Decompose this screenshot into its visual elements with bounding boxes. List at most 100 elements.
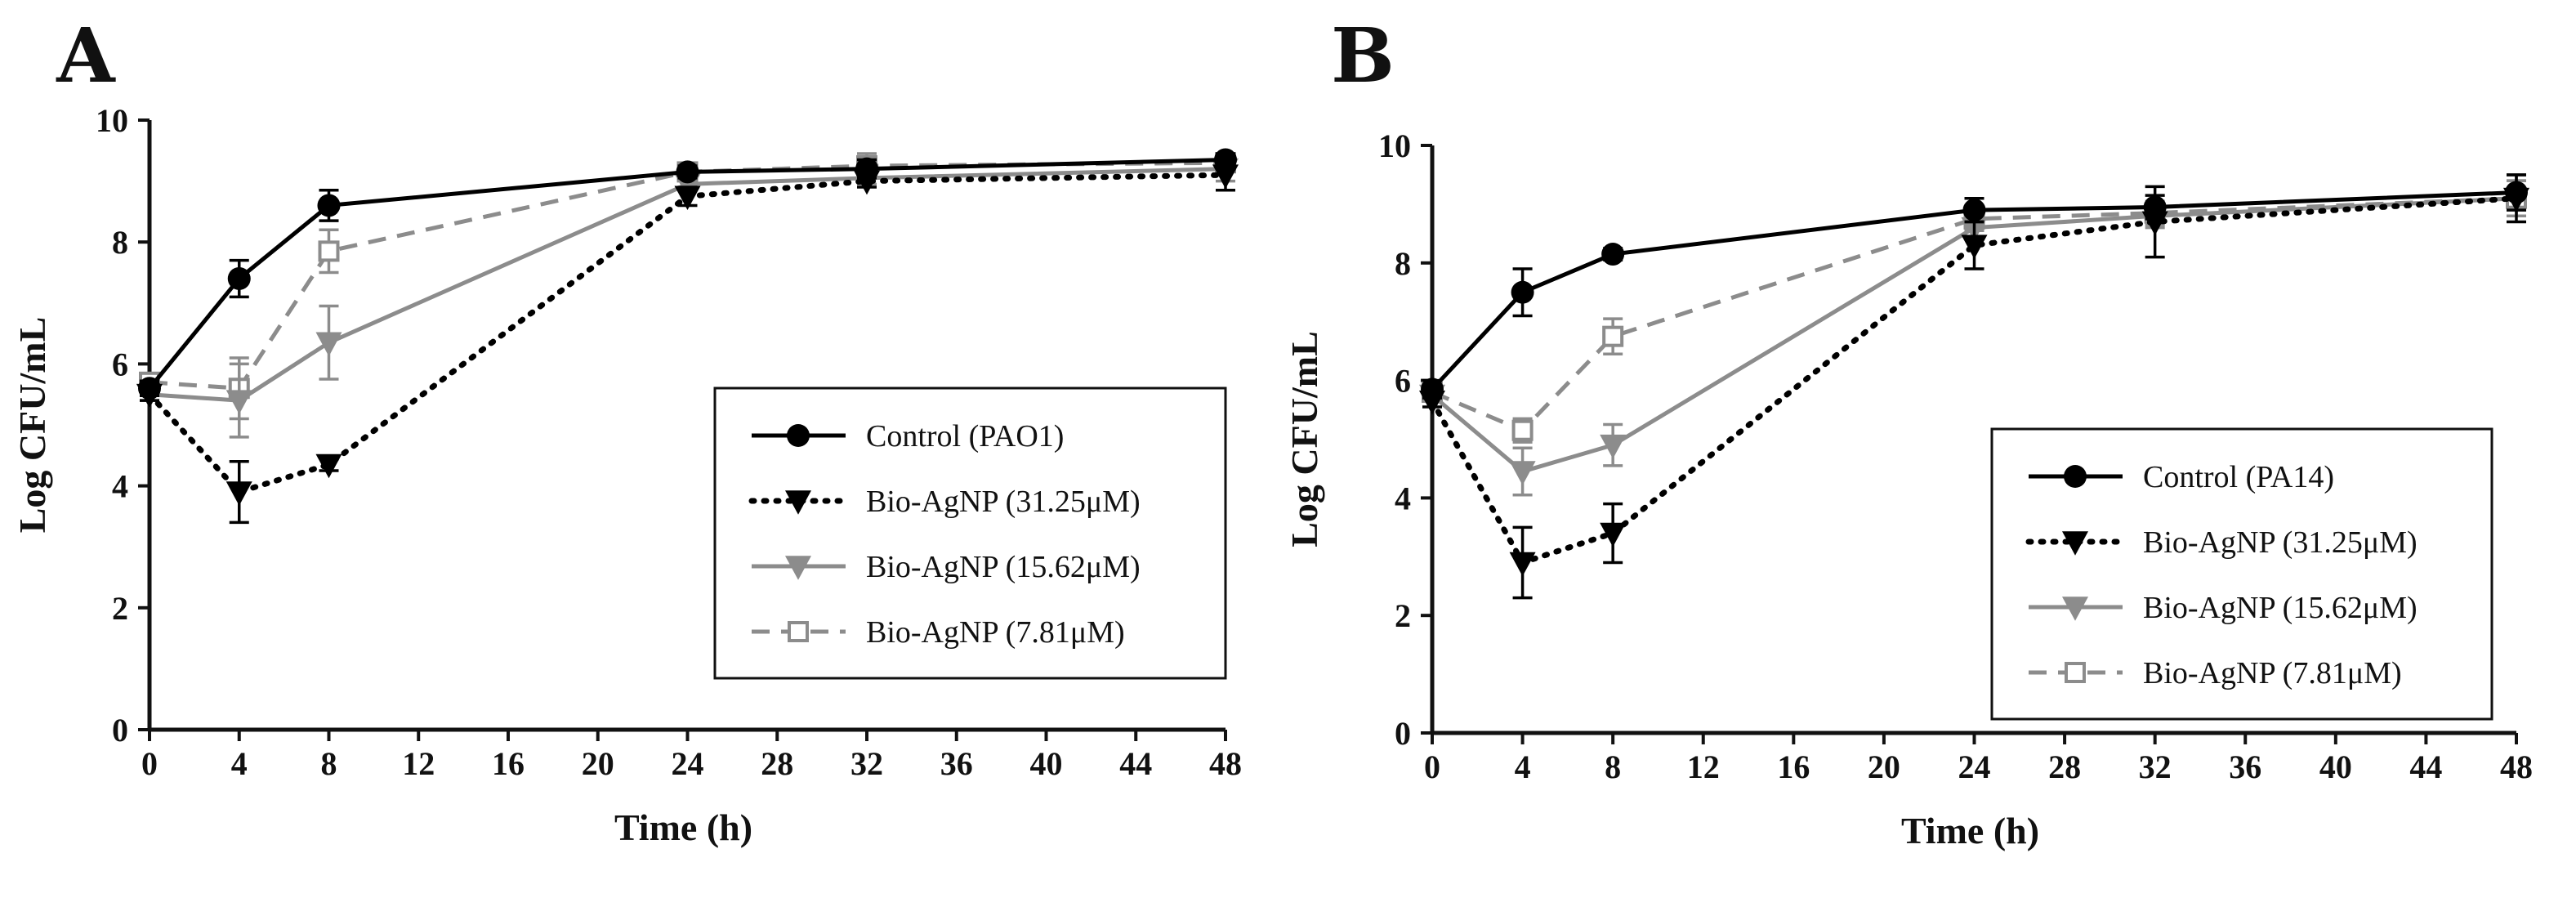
data-point	[315, 454, 342, 479]
data-point	[1961, 235, 1988, 260]
x-tick-label: 20	[582, 745, 614, 782]
data-point	[1511, 419, 1534, 441]
series-0	[138, 148, 1237, 400]
data-point	[2505, 181, 2528, 204]
x-tick-label: 4	[1515, 748, 1531, 785]
x-tick-label: 48	[2500, 748, 2533, 785]
y-axis-title: Log CFU/mL	[11, 317, 53, 534]
x-tick-label: 48	[1209, 745, 1242, 782]
data-point	[674, 185, 701, 211]
panel-letter: A	[56, 11, 116, 100]
x-tick-label: 16	[1777, 748, 1810, 785]
data-point	[2143, 195, 2167, 219]
x-axis-title: Time (h)	[1901, 810, 2039, 851]
series-0	[1421, 173, 2528, 401]
series-line	[1431, 196, 2517, 433]
data-point	[317, 194, 341, 217]
y-tick-label: 8	[112, 224, 128, 261]
y-tick-label: 0	[1395, 715, 1411, 752]
y-tick-label: 10	[1378, 127, 1411, 164]
x-tick-label: 36	[940, 745, 973, 782]
series-line	[1431, 196, 2517, 474]
data-point	[1601, 243, 1625, 266]
data-point	[676, 160, 699, 184]
data-point	[855, 157, 878, 181]
x-tick-label: 0	[1424, 748, 1440, 785]
x-tick-label: 40	[1030, 745, 1063, 782]
data-point	[315, 332, 342, 357]
x-tick-label: 36	[2229, 748, 2261, 785]
x-tick-label: 4	[231, 745, 248, 782]
x-tick-label: 24	[1958, 748, 1991, 785]
legend-marker	[2065, 662, 2086, 683]
legend-marker	[788, 621, 809, 642]
legend: Control (PAO1) Bio-AgNP (31.25μM) Bio-AgNP…	[713, 386, 1227, 680]
x-axis-title: Time (h)	[614, 806, 752, 848]
x-tick-label: 0	[141, 745, 158, 782]
data-point	[1600, 434, 1627, 459]
data-point	[2141, 211, 2168, 236]
legend-label: Control (PAO1)	[866, 419, 1064, 454]
legend-marker	[785, 490, 811, 515]
legend-label: Bio-AgNP (15.62μM)	[866, 550, 1141, 584]
x-tick-label: 28	[2048, 748, 2081, 785]
series-line	[148, 157, 1226, 390]
data-point	[1421, 378, 1444, 401]
y-tick-label: 2	[112, 590, 128, 627]
data-point	[227, 266, 251, 290]
legend-marker	[785, 556, 811, 580]
x-tick-label: 12	[1687, 748, 1720, 785]
x-tick-label: 32	[850, 745, 883, 782]
legend-marker	[787, 424, 810, 447]
legend-marker	[2064, 465, 2087, 488]
x-tick-label: 44	[2409, 748, 2442, 785]
data-point	[225, 390, 252, 414]
legend-label: Bio-AgNP (15.62μM)	[2143, 591, 2418, 625]
x-tick-label: 16	[492, 745, 525, 782]
data-point	[138, 377, 161, 400]
data-point	[225, 481, 252, 506]
y-tick-label: 6	[112, 346, 128, 382]
y-tick-label: 6	[1395, 363, 1411, 400]
data-point	[1600, 522, 1627, 547]
data-point	[1509, 461, 1536, 485]
x-tick-label: 28	[761, 745, 793, 782]
x-tick-label: 8	[1605, 748, 1621, 785]
x-tick-label: 8	[321, 745, 337, 782]
y-axis-title: Log CFU/mL	[1284, 331, 1325, 547]
legend-label: Bio-AgNP (31.25μM)	[2143, 525, 2418, 560]
legend-marker	[2062, 531, 2088, 556]
x-tick-label: 12	[402, 745, 435, 782]
data-point	[1602, 325, 1624, 347]
data-point	[318, 240, 340, 262]
data-point	[1212, 164, 1239, 189]
x-tick-label: 20	[1868, 748, 1900, 785]
legend-label: Bio-AgNP (7.81μM)	[866, 615, 1125, 650]
x-tick-label: 24	[672, 745, 704, 782]
data-point	[1962, 199, 1986, 222]
series-line	[1431, 190, 2517, 391]
series-line	[1429, 195, 2520, 566]
y-tick-label: 8	[1395, 245, 1411, 282]
series-line	[146, 172, 1229, 496]
y-tick-label: 2	[1395, 597, 1411, 634]
y-tick-label: 10	[96, 102, 128, 139]
legend-marker	[2062, 596, 2088, 621]
x-tick-label: 32	[2139, 748, 2172, 785]
data-point	[1214, 148, 1237, 172]
x-tick-label: 40	[2319, 748, 2352, 785]
data-point	[1511, 280, 1534, 304]
y-tick-label: 4	[1395, 480, 1411, 516]
data-point	[1509, 552, 1536, 577]
legend-label: Bio-AgNP (7.81μM)	[2143, 656, 2402, 690]
legend-label: Bio-AgNP (31.25μM)	[866, 485, 1141, 519]
series-line	[149, 167, 1226, 403]
x-tick-label: 44	[1119, 745, 1152, 782]
legend-label: Control (PA14)	[2143, 460, 2334, 494]
panel-letter: B	[1331, 11, 1395, 100]
y-tick-label: 4	[112, 468, 128, 505]
legend: Control (PA14) Bio-AgNP (31.25μM) Bio-AgNP…	[1990, 427, 2493, 721]
